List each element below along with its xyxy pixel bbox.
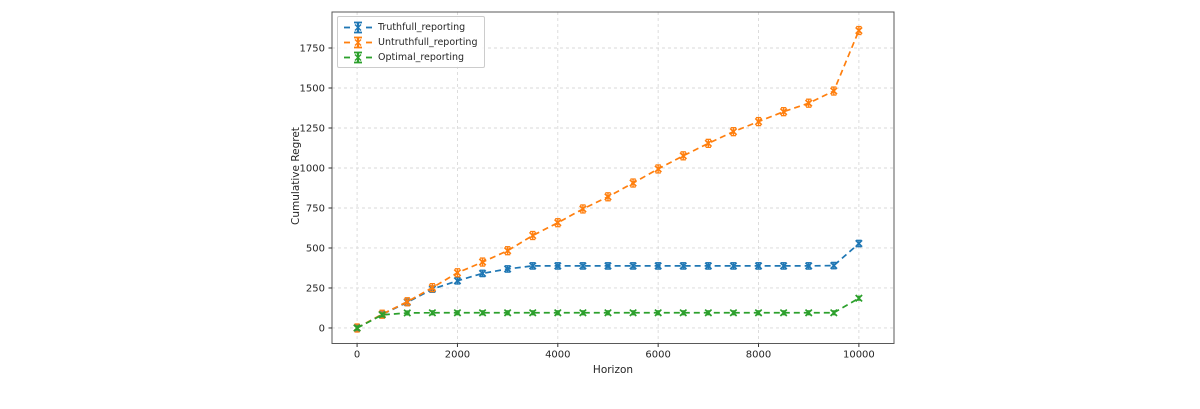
y-tick-label: 1750: [300, 43, 325, 54]
data-point-marker: [629, 178, 637, 188]
data-point-marker: [829, 308, 838, 317]
data-point-marker: [704, 308, 713, 317]
data-point-marker: [428, 283, 437, 293]
data-point-marker: [855, 239, 863, 248]
data-point-marker: [704, 262, 713, 270]
data-point-marker: [855, 294, 863, 303]
errorbar-line-icon: [344, 21, 372, 33]
y-tick-label: 250: [306, 283, 325, 294]
series-Untruthfull_reporting: [353, 25, 863, 333]
data-point-marker: [403, 297, 412, 307]
x-tick-label: 4000: [545, 350, 570, 361]
y-tick-label: 750: [306, 203, 325, 214]
data-point-marker: [729, 127, 738, 137]
data-point-marker: [754, 116, 763, 127]
axes-spines: [331, 11, 895, 344]
data-point-marker: [353, 324, 361, 332]
x-tick-label: 10000: [843, 350, 875, 361]
data-point-marker: [629, 308, 637, 317]
data-point-marker: [503, 265, 512, 273]
data-point-marker: [503, 308, 512, 317]
data-point-marker: [453, 268, 462, 278]
data-point-marker: [729, 262, 738, 270]
data-point-marker: [679, 151, 688, 161]
data-point-marker: [829, 261, 838, 270]
data-point-marker: [629, 262, 637, 270]
data-point-marker: [729, 308, 738, 317]
legend-label: Untruthfull_reporting: [378, 36, 478, 48]
y-tick-label: 0: [319, 323, 325, 334]
data-point-marker: [604, 262, 612, 270]
data-point-marker: [829, 86, 838, 96]
y-tick-label: 500: [306, 243, 325, 254]
data-point-marker: [453, 308, 462, 317]
data-point-marker: [378, 311, 386, 319]
errorbar-line-icon: [344, 51, 372, 63]
legend-label: Truthfull_reporting: [378, 21, 466, 33]
data-point-marker: [779, 308, 788, 317]
data-point-marker: [804, 308, 813, 317]
data-point-marker: [679, 308, 688, 317]
y-tick-label: 1000: [300, 163, 325, 174]
x-axis-label: Horizon: [592, 364, 634, 376]
data-point-marker: [654, 308, 662, 317]
data-point-marker: [579, 262, 587, 270]
data-point-marker: [654, 164, 662, 174]
data-point-marker: [503, 246, 512, 256]
data-point-marker: [779, 262, 788, 270]
x-tick-label: 2000: [445, 350, 470, 361]
data-point-marker: [754, 308, 763, 317]
data-point-marker: [804, 98, 813, 108]
data-point-marker: [428, 308, 437, 317]
y-tick-label: 1500: [300, 83, 325, 94]
data-point-marker: [554, 262, 562, 270]
x-tick-label: 6000: [645, 350, 670, 361]
data-point-marker: [478, 269, 487, 278]
legend-label: Optimal_reporting: [378, 51, 465, 63]
legend-item-optimal: Optimal_reporting: [343, 50, 477, 64]
data-point-marker: [554, 308, 562, 317]
data-point-marker: [754, 262, 763, 270]
y-tick-label: 1250: [300, 123, 325, 134]
series-Optimal_reporting: [353, 294, 863, 332]
legend-item-truthfull: Truthfull_reporting: [343, 20, 477, 34]
errorbar-line-icon: [344, 36, 372, 48]
legend-item-untruthfull: Untruthfull_reporting: [343, 35, 477, 49]
data-point-marker: [654, 262, 662, 270]
x-tick-label: 8000: [746, 350, 771, 361]
x-tick-label: 0: [354, 350, 360, 361]
data-point-marker: [403, 309, 412, 317]
data-point-marker: [554, 218, 562, 228]
legend: Truthfull_reporting Untruthfull_reportin…: [337, 16, 486, 68]
data-point-marker: [604, 308, 612, 317]
data-point-marker: [855, 25, 863, 36]
data-point-marker: [604, 192, 612, 202]
data-point-marker: [579, 308, 587, 317]
data-point-marker: [704, 138, 713, 149]
data-point-marker: [478, 308, 487, 317]
data-point-marker: [528, 262, 537, 270]
data-point-marker: [528, 308, 537, 317]
data-point-marker: [528, 230, 537, 241]
data-point-marker: [779, 107, 788, 117]
data-point-marker: [804, 262, 813, 270]
data-point-marker: [453, 276, 462, 285]
y-axis-label: Cumulative Regret: [290, 127, 302, 225]
data-point-marker: [679, 262, 688, 270]
data-point-marker: [478, 257, 487, 267]
data-point-marker: [579, 204, 587, 214]
